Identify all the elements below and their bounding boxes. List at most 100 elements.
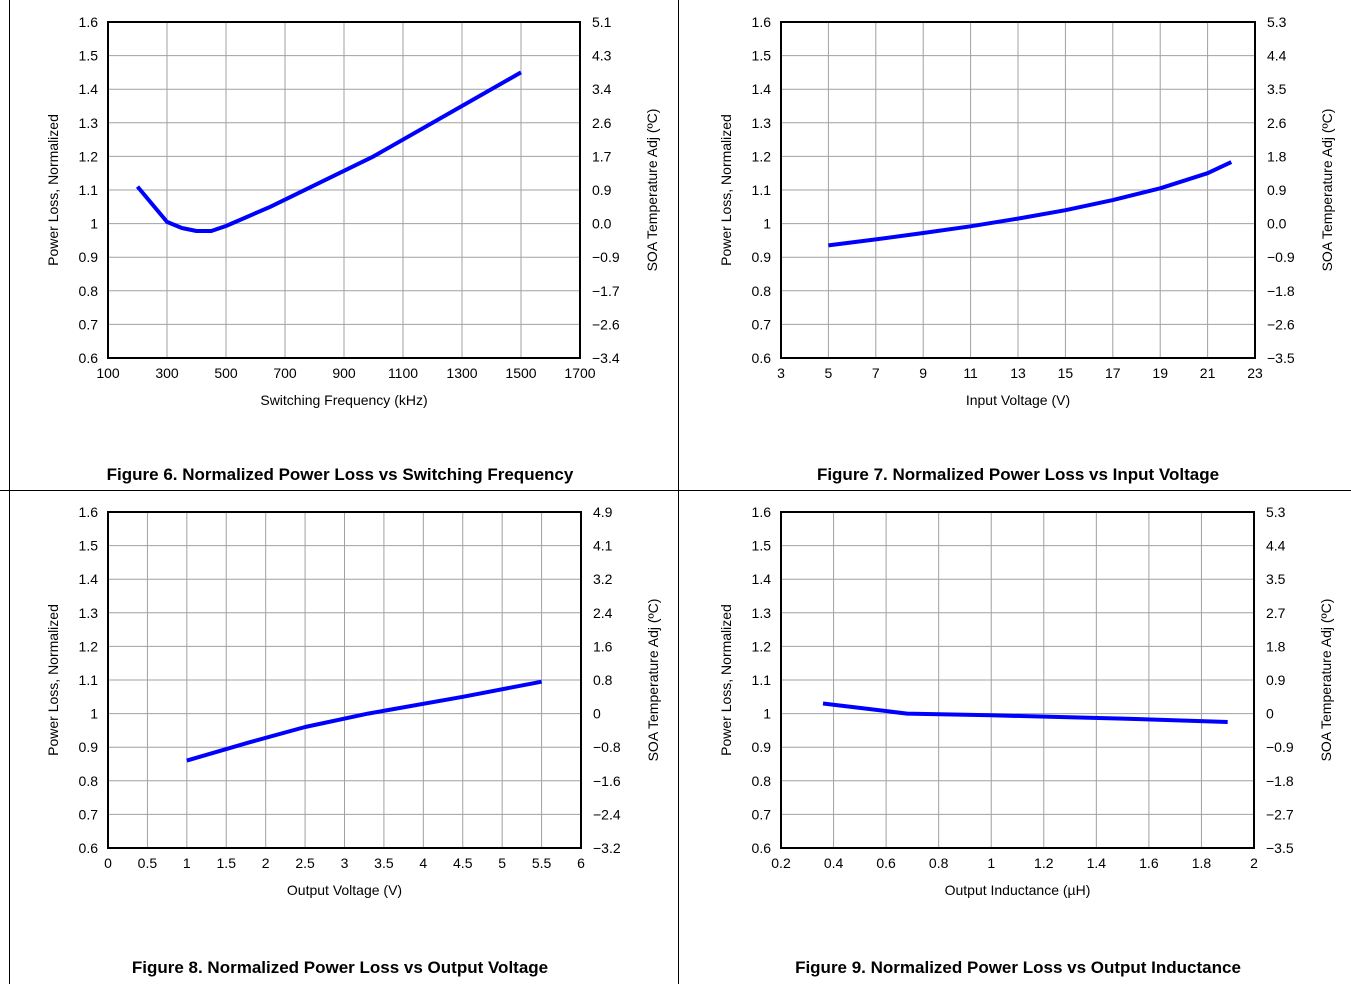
- y2-tick-label: −1.8: [1267, 283, 1295, 299]
- x-tick-label: 0: [104, 855, 112, 871]
- x-tick-label: 1: [987, 855, 995, 871]
- x-axis-label: Switching Frequency (kHz): [260, 392, 427, 408]
- x-tick-label: 5: [825, 365, 833, 381]
- y2-tick-label: −3.2: [593, 840, 621, 856]
- y-tick-label: 1.5: [752, 538, 772, 554]
- x-tick-label: 6: [577, 855, 585, 871]
- left-border: [9, 0, 10, 984]
- y2-tick-label: 0.0: [1267, 216, 1287, 232]
- series-line: [828, 160, 1233, 248]
- y2-tick-label: −3.4: [592, 350, 620, 366]
- x-tick-label: 2: [262, 855, 270, 871]
- y-tick-label: 1.2: [752, 638, 772, 654]
- y-tick-label: 1: [763, 216, 771, 232]
- y-axis-label: Power Loss, Normalized: [45, 604, 61, 756]
- y2-tick-label: −1.6: [593, 773, 621, 789]
- y-tick-label: 1.3: [752, 115, 772, 131]
- y2-tick-label: −2.6: [592, 316, 620, 332]
- plot-frame: [780, 21, 1256, 359]
- y-axis-label: Power Loss, Normalized: [45, 114, 61, 266]
- vertical-divider: [678, 0, 679, 984]
- y-tick-label: 0.8: [752, 773, 772, 789]
- y2-tick-label: −2.6: [1267, 316, 1295, 332]
- x-tick-label: 2: [1250, 855, 1258, 871]
- horizontal-divider: [0, 490, 1351, 491]
- x-tick-label: 3: [341, 855, 349, 871]
- y-tick-label: 0.6: [752, 350, 772, 366]
- y2-tick-label: 3.2: [593, 571, 613, 587]
- y-tick-label: 0.7: [752, 806, 772, 822]
- y-tick-label: 0.7: [79, 806, 99, 822]
- y-tick-label: 1.4: [79, 571, 99, 587]
- x-tick-label: 1500: [505, 365, 536, 381]
- y2-tick-label: −0.9: [592, 249, 620, 265]
- x-tick-label: 2.5: [295, 855, 315, 871]
- y2-tick-label: −3.5: [1267, 350, 1295, 366]
- x-tick-label: 900: [332, 365, 356, 381]
- y-tick-label: 1.4: [79, 81, 99, 97]
- x-tick-label: 11: [963, 365, 978, 381]
- x-tick-label: 0.8: [929, 855, 949, 871]
- y2-tick-label: 0: [593, 706, 601, 722]
- y2-tick-label: 0.0: [592, 216, 612, 232]
- y-tick-label: 0.7: [79, 316, 99, 332]
- x-tick-label: 300: [155, 365, 179, 381]
- x-tick-label: 0.4: [824, 855, 844, 871]
- figure-6-caption: Figure 6. Normalized Power Loss vs Switc…: [106, 465, 574, 484]
- x-tick-label: 13: [1010, 365, 1026, 381]
- y-tick-label: 1.5: [752, 48, 772, 64]
- x-tick-label: 15: [1058, 365, 1074, 381]
- y2-tick-label: −1.8: [1266, 773, 1294, 789]
- x-tick-label: 4.5: [453, 855, 473, 871]
- x-tick-label: 0.6: [876, 855, 896, 871]
- y2-tick-label: 4.3: [592, 48, 612, 64]
- x-tick-label: 23: [1247, 365, 1263, 381]
- x-tick-label: 5.5: [532, 855, 552, 871]
- x-tick-label: 3.5: [374, 855, 394, 871]
- y2-tick-label: 1.6: [593, 638, 613, 654]
- y-axis-label: Power Loss, Normalized: [718, 114, 734, 266]
- figure-9-caption: Figure 9. Normalized Power Loss vs Outpu…: [795, 958, 1241, 977]
- y2-tick-label: −0.9: [1266, 739, 1294, 755]
- y-tick-label: 1.1: [79, 672, 99, 688]
- y2-tick-label: 0.9: [592, 182, 612, 198]
- figure-7-caption: Figure 7. Normalized Power Loss vs Input…: [816, 465, 1220, 484]
- x-tick-label: 1.8: [1192, 855, 1212, 871]
- y2-tick-label: 5.3: [1266, 504, 1286, 520]
- y-tick-label: 0.8: [752, 283, 772, 299]
- y-tick-label: 1.3: [79, 605, 99, 621]
- y-tick-label: 0.8: [79, 773, 99, 789]
- y-tick-label: 1.4: [752, 571, 772, 587]
- x-tick-label: 1.2: [1034, 855, 1054, 871]
- y-tick-label: 1.3: [752, 605, 772, 621]
- x-tick-label: 1100: [388, 365, 418, 381]
- x-tick-label: 7: [872, 365, 880, 381]
- y-tick-label: 0.9: [79, 739, 99, 755]
- y2-axis-label: SOA Temperature Adj (ºC): [1319, 109, 1335, 272]
- plot-frame: [107, 21, 581, 359]
- series-line: [135, 70, 522, 233]
- x-tick-label: 9: [919, 365, 927, 381]
- y-tick-label: 1.5: [79, 538, 99, 554]
- x-tick-label: 0.2: [771, 855, 791, 871]
- x-tick-label: 500: [214, 365, 238, 381]
- y2-tick-label: 2.4: [593, 605, 613, 621]
- y-tick-label: 0.9: [752, 739, 772, 755]
- x-tick-label: 1.4: [1087, 855, 1107, 871]
- y2-tick-label: −0.9: [1267, 249, 1295, 265]
- y2-tick-label: −2.4: [593, 806, 621, 822]
- x-tick-label: 1300: [446, 365, 477, 381]
- y-tick-label: 0.8: [79, 283, 99, 299]
- x-tick-label: 1.6: [1139, 855, 1159, 871]
- y-tick-label: 0.6: [79, 350, 99, 366]
- y2-tick-label: 0.9: [1267, 182, 1287, 198]
- y2-axis-label: SOA Temperature Adj (ºC): [645, 599, 661, 762]
- figure-6-panel: 100 300 500 700 900 1100 1300 1500 1700 0.6 0.7 0.8…: [0, 0, 678, 490]
- y2-tick-label: −2.7: [1266, 806, 1294, 822]
- y2-axis-label: SOA Temperature Adj (ºC): [644, 109, 660, 272]
- y-tick-label: 0.6: [752, 840, 772, 856]
- y2-tick-label: −3.5: [1266, 840, 1294, 856]
- plot-frame: [780, 511, 1255, 849]
